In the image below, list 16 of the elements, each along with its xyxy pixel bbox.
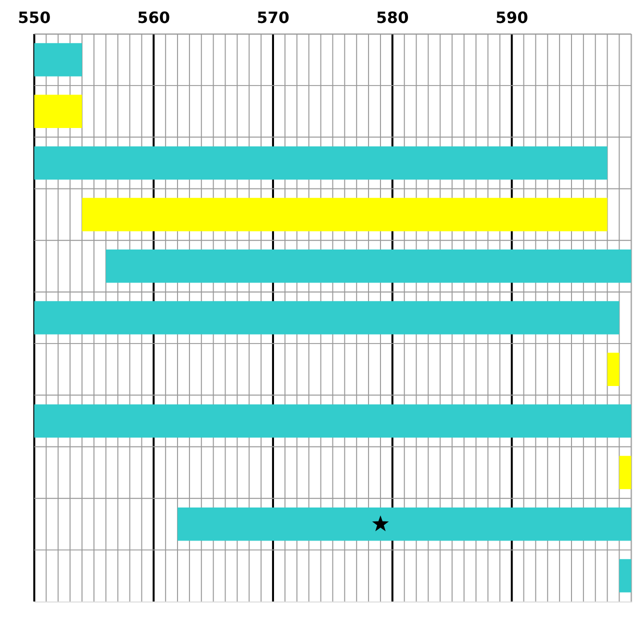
bar xyxy=(106,250,632,283)
bar xyxy=(34,43,82,76)
bar xyxy=(82,198,608,232)
x-tick-label: 590 xyxy=(495,8,528,28)
bar xyxy=(34,404,632,438)
bar xyxy=(619,456,632,490)
bar xyxy=(619,559,632,592)
bar xyxy=(607,352,620,386)
x-tick-label: 550 xyxy=(18,8,51,28)
x-tick-label: 580 xyxy=(376,8,409,28)
bar xyxy=(34,94,82,128)
bar xyxy=(34,146,608,180)
x-tick-label: 570 xyxy=(256,8,290,28)
bar xyxy=(178,508,632,541)
bar xyxy=(34,301,620,334)
x-tick-label: 560 xyxy=(137,8,170,28)
